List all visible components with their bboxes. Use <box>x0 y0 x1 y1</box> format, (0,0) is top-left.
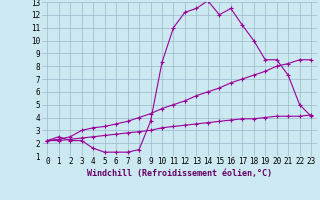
X-axis label: Windchill (Refroidissement éolien,°C): Windchill (Refroidissement éolien,°C) <box>87 169 272 178</box>
